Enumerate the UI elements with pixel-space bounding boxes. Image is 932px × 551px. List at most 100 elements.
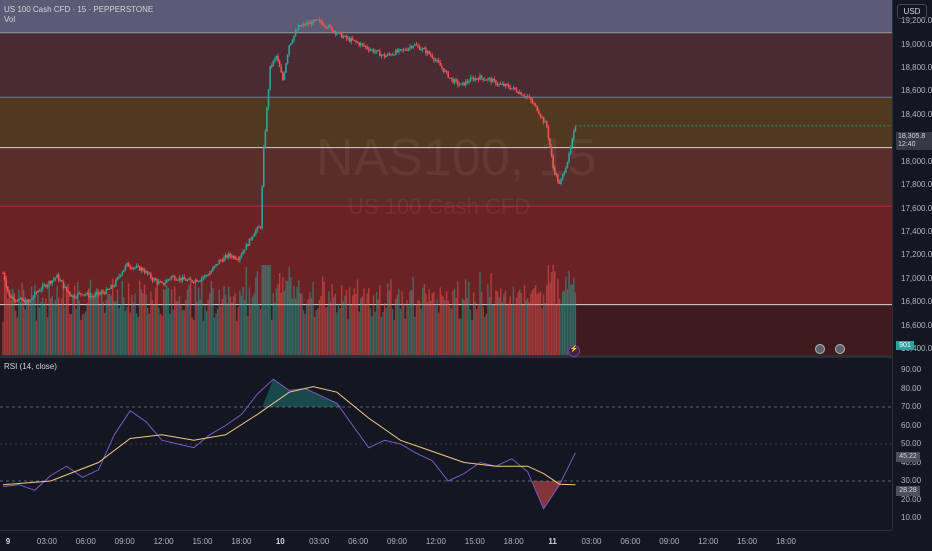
volume-bar	[37, 294, 39, 355]
price-zone	[0, 32, 892, 98]
candle-body	[264, 130, 267, 148]
candle-body	[550, 147, 553, 157]
candle-body	[8, 290, 11, 296]
candle-body	[177, 279, 179, 281]
candle-body	[256, 226, 259, 231]
volume-bar	[167, 287, 170, 355]
volume-bar	[552, 265, 554, 355]
event-flag-icon[interactable]	[835, 344, 845, 354]
currency-button[interactable]: USD	[897, 4, 927, 19]
symbol-title[interactable]: US 100 Cash CFD · 15 · PEPPERSTONE	[4, 5, 154, 14]
volume-bar	[549, 282, 551, 355]
candle-body	[207, 275, 209, 277]
volume-bar	[315, 309, 317, 355]
volume-bar	[16, 317, 19, 355]
volume-bar	[533, 288, 535, 355]
price-axis-label: 18,400.0	[901, 109, 932, 119]
volume-bar	[80, 319, 82, 355]
volume-bar	[274, 303, 276, 355]
candle-body	[425, 48, 427, 54]
price-zone	[0, 97, 892, 148]
volume-bar	[158, 307, 160, 355]
candle-body	[417, 45, 419, 47]
lightning-icon[interactable]: ⚡	[568, 345, 580, 357]
candle-body	[323, 25, 325, 27]
candle-body	[239, 256, 241, 261]
volume-bar	[371, 316, 373, 355]
candle-body	[315, 19, 318, 21]
candle-body	[34, 292, 36, 297]
event-flag-icon[interactable]	[815, 344, 825, 354]
candle-body	[14, 300, 17, 302]
current-price: 18,305.8	[898, 133, 926, 140]
watermark-name: US 100 Cash CFD	[348, 194, 531, 219]
volume-bar	[385, 307, 387, 355]
candle-body	[173, 276, 176, 280]
time-axis[interactable]: 9 03:00 06:00 09:00 12:00 15:00 18:00 10 03:00 06…	[0, 530, 892, 551]
candle-body	[218, 260, 221, 265]
volume-bar	[15, 310, 17, 355]
volume-bar	[75, 308, 77, 355]
volume-bar	[151, 299, 154, 355]
volume-bar	[485, 313, 488, 355]
pane-separator[interactable]	[0, 355, 892, 358]
candle-body	[434, 60, 437, 62]
candle-body	[398, 49, 400, 53]
candle-body	[296, 29, 298, 32]
candle-body	[355, 40, 357, 42]
volume-bar	[153, 304, 155, 355]
candle-body	[426, 51, 429, 54]
rsi-title[interactable]: RSI (14, close)	[4, 362, 57, 371]
volume-bar	[422, 287, 424, 355]
volume-bar	[91, 298, 93, 355]
volume-bar	[161, 315, 163, 355]
candle-body	[334, 30, 337, 34]
volume-bar	[352, 295, 354, 355]
volume-bar	[410, 289, 413, 355]
volume-bar	[469, 309, 472, 355]
rsi-pane[interactable]	[0, 358, 892, 530]
volume-bar	[402, 303, 405, 355]
volume-bar	[140, 289, 143, 355]
volume-bar	[347, 319, 349, 355]
candle-body	[3, 273, 6, 281]
volume-bar	[382, 311, 384, 355]
candle-body	[10, 295, 12, 299]
price-chart-canvas[interactable]	[0, 0, 892, 355]
candle-body	[568, 153, 570, 163]
volume-bar	[18, 289, 20, 355]
time-axis-label: 09:00	[386, 537, 408, 546]
volume-bar	[361, 296, 364, 355]
volume-bar	[420, 308, 422, 355]
candle-body	[421, 48, 424, 50]
volume-bar	[561, 291, 564, 355]
price-axis[interactable]: 19,200.0 19,000.0 18,800.0 18,600.0 18,400.0…	[892, 0, 932, 530]
volume-label[interactable]: Vol	[4, 15, 16, 24]
candle-body	[337, 32, 340, 34]
volume-bar	[515, 297, 518, 355]
volume-bar	[313, 316, 316, 355]
candle-body	[483, 79, 486, 81]
volume-bar	[520, 292, 523, 355]
candle-body	[491, 78, 494, 83]
volume-bar	[255, 276, 257, 355]
volume-bar	[248, 287, 251, 355]
volume-bar	[40, 301, 42, 355]
candle-body	[382, 54, 384, 56]
price-chart-pane[interactable]: NAS100, 15 US 100 Cash CFD	[0, 0, 892, 355]
volume-bar	[137, 316, 139, 355]
volume-bar	[418, 301, 421, 355]
candle-body	[518, 92, 521, 94]
candle-body	[70, 294, 73, 297]
candle-body	[336, 33, 338, 35]
candle-body	[372, 49, 375, 53]
candle-body	[229, 253, 232, 257]
candle-body	[186, 279, 189, 281]
candle-body	[364, 46, 367, 48]
volume-bar	[331, 283, 333, 355]
volume-bar	[547, 265, 550, 355]
rsi-chart-canvas[interactable]	[0, 358, 892, 530]
volume-bar	[218, 289, 220, 355]
volume-bar	[536, 294, 538, 355]
candle-body	[269, 65, 271, 90]
